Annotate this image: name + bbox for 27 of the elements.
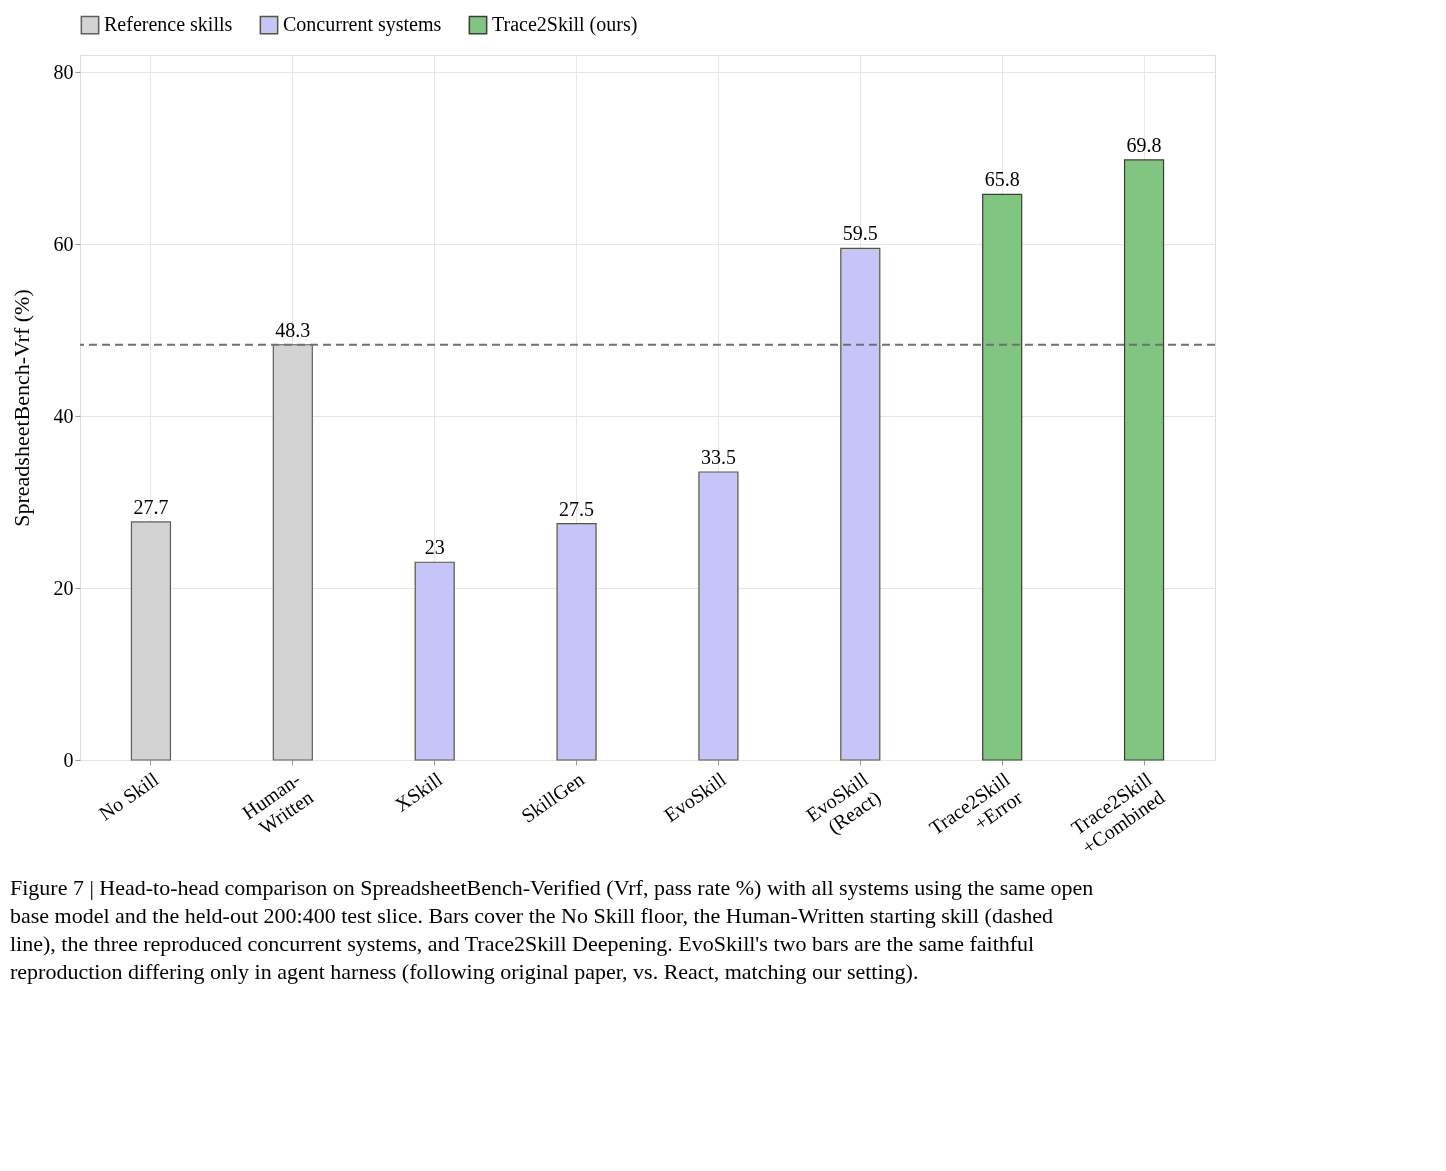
y-tick-label: 20	[53, 576, 74, 599]
caption: Figure 7 | Head-to-head comparison on SpreadsheetBench-Verified (Vrf, pass rate %) with all systems using the same open base model and the held-out 200:400 test slice. Bars cover the No Skill floor, the Human-Written starting skill (dashed line), the three reproduced concurrent systems, and Trace2Skill Deepening. EvoSkill's two bars are the same faithful reproduction differing only in agent harness (following original paper, vs. React, matching our setting).	[10, 874, 1094, 984]
y-tick-label: 0	[63, 748, 74, 771]
y-axis-title: SpreadsheetBench-Vrf (%)	[8, 289, 34, 527]
x-tick-label: No Skill	[94, 767, 163, 825]
y-tick-label: 80	[53, 60, 74, 83]
legend-label: Reference skills	[104, 13, 233, 36]
bar	[414, 561, 455, 761]
data-label: 65.8	[984, 168, 1020, 191]
bar	[698, 471, 739, 761]
data-label: 23	[424, 536, 445, 559]
bar	[982, 193, 1023, 761]
data-label: 33.5	[700, 445, 736, 468]
bar	[272, 344, 313, 761]
y-tick-label: 60	[53, 232, 74, 255]
y-tick-label: 40	[53, 404, 74, 427]
bar	[556, 522, 597, 761]
data-label: 48.3	[275, 318, 311, 341]
data-label: 59.5	[842, 222, 878, 245]
legend-label: Trace2Skill (ours)	[492, 13, 638, 37]
bar	[840, 247, 881, 761]
data-label: 69.8	[1126, 133, 1162, 156]
legend-label: Concurrent systems	[283, 13, 442, 37]
data-label: 27.5	[559, 497, 595, 520]
data-label: 27.7	[133, 495, 169, 518]
bar	[1123, 159, 1165, 761]
bar	[130, 521, 172, 761]
